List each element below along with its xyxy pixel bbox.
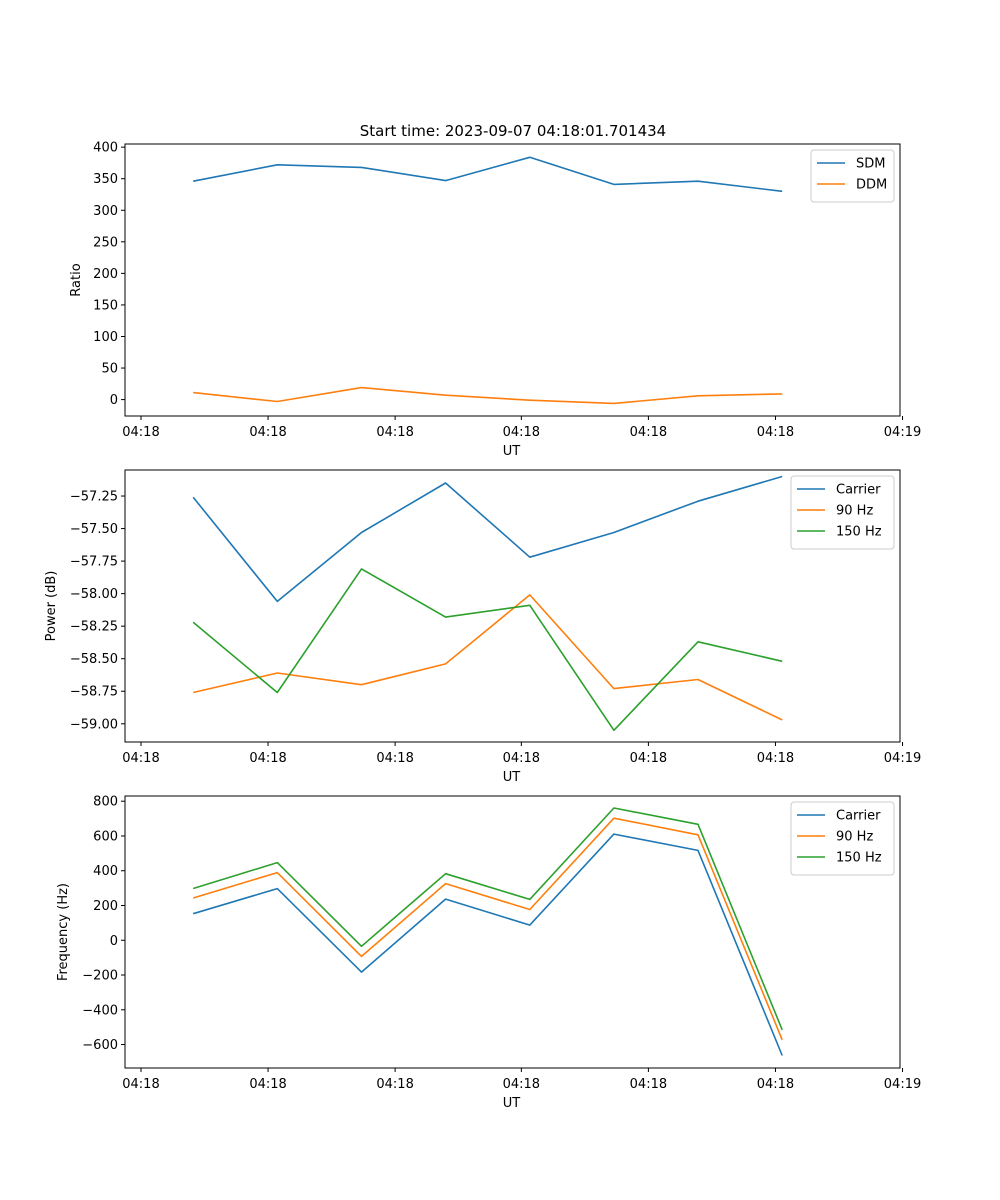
- x-tick-label: 04:18: [249, 425, 286, 440]
- y-tick-label: 300: [93, 204, 118, 219]
- panels: 0 50 100 150 200 250 300 350 400 04:18 04:18 04:18 0…: [44, 141, 921, 1111]
- series-line-carrier: [192, 475, 783, 603]
- chart-panel-2: −59.00 −58.75 −58.50 −58.25 −58.00 −57.75 −57.…: [44, 469, 921, 785]
- series-line-sdm: [193, 156, 783, 193]
- x-tick-label: 04:18: [249, 1077, 286, 1092]
- legend-label: 90 Hz: [836, 830, 873, 845]
- y-tick-label: 800: [93, 795, 118, 810]
- series-line-90-hz: [192, 817, 783, 1041]
- x-tick-label: 04:18: [757, 425, 794, 440]
- y-tick-label: −57.75: [70, 555, 118, 570]
- x-axis-label: UT: [503, 770, 521, 785]
- y-axis-label: Frequency (Hz): [56, 883, 71, 981]
- y-tick-label: 350: [93, 172, 118, 187]
- y-tick-label: −59.00: [70, 717, 118, 732]
- y-tick-label: −58.50: [70, 652, 118, 667]
- chart-panel-1: 0 50 100 150 200 250 300 350 400 04:18 04:18 04:18 0…: [69, 141, 921, 459]
- x-tick-label: 04:19: [884, 425, 921, 440]
- figure-title: Start time: 2023-09-07 04:18:01.701434: [360, 122, 666, 140]
- y-tick-label: 150: [93, 298, 118, 313]
- axes-frame: [124, 469, 901, 743]
- x-tick-label: 04:18: [376, 751, 413, 766]
- y-tick-label: −58.25: [70, 620, 118, 635]
- x-tick-label: 04:18: [503, 425, 540, 440]
- y-tick-label: −200: [82, 969, 118, 984]
- x-tick-label: 04:18: [376, 425, 413, 440]
- axes-frame: [124, 143, 901, 417]
- x-tick-label: 04:18: [630, 751, 667, 766]
- legend-label: Carrier: [836, 809, 881, 824]
- legend-label: 150 Hz: [836, 525, 882, 540]
- series-line-90-hz: [193, 594, 783, 721]
- x-tick-label: 04:18: [376, 1077, 413, 1092]
- x-tick-label: 04:18: [630, 425, 667, 440]
- y-tick-label: −57.50: [70, 522, 118, 537]
- x-tick-label: 04:18: [757, 1077, 794, 1092]
- legend-label: SDM: [856, 157, 885, 172]
- legend-label: DDM: [856, 178, 887, 193]
- legend: Carrier 90 Hz 150 Hz: [790, 801, 895, 876]
- legend-label: 150 Hz: [836, 851, 882, 866]
- x-tick-label: 04:19: [884, 1077, 921, 1092]
- y-tick-label: −400: [82, 1003, 118, 1018]
- y-tick-label: 400: [93, 864, 118, 879]
- y-tick-label: −600: [82, 1038, 118, 1053]
- x-axis-label: UT: [503, 444, 521, 459]
- x-tick-label: 04:18: [122, 425, 159, 440]
- legend-label: 90 Hz: [836, 504, 873, 519]
- y-tick-label: 50: [101, 362, 118, 377]
- x-tick-label: 04:18: [122, 751, 159, 766]
- series-line-carrier: [192, 833, 783, 1056]
- legend-label: Carrier: [836, 483, 881, 498]
- y-tick-label: −58.00: [70, 587, 118, 602]
- legend: SDM DDM: [810, 149, 895, 203]
- y-tick-label: 0: [110, 393, 118, 408]
- x-tick-label: 04:18: [249, 751, 286, 766]
- series-line-150-hz: [192, 568, 783, 732]
- legend: Carrier 90 Hz 150 Hz: [790, 475, 895, 550]
- y-tick-label: 250: [93, 235, 118, 250]
- axes-frame: [124, 795, 901, 1069]
- y-tick-label: 200: [93, 899, 118, 914]
- y-tick-label: −57.25: [70, 490, 118, 505]
- y-tick-label: 0: [110, 934, 118, 949]
- x-tick-label: 04:18: [630, 1077, 667, 1092]
- x-tick-label: 04:18: [503, 1077, 540, 1092]
- series-line-150-hz: [192, 807, 783, 1031]
- x-tick-label: 04:18: [122, 1077, 159, 1092]
- y-tick-label: 400: [93, 141, 118, 156]
- x-tick-label: 04:18: [503, 751, 540, 766]
- y-tick-label: 200: [93, 267, 118, 282]
- x-tick-label: 04:19: [884, 751, 921, 766]
- y-tick-label: −58.75: [70, 685, 118, 700]
- x-tick-label: 04:18: [757, 751, 794, 766]
- x-axis-label: UT: [503, 1096, 521, 1111]
- y-tick-label: 100: [93, 330, 118, 345]
- y-axis-label: Power (dB): [44, 571, 59, 642]
- series-line-ddm: [193, 386, 783, 405]
- y-axis-label: Ratio: [69, 263, 84, 296]
- y-tick-label: 600: [93, 829, 118, 844]
- chart-panel-3: −600 −400 −200 0 200 400 600 800 04:18 04:18 04:18…: [56, 795, 921, 1111]
